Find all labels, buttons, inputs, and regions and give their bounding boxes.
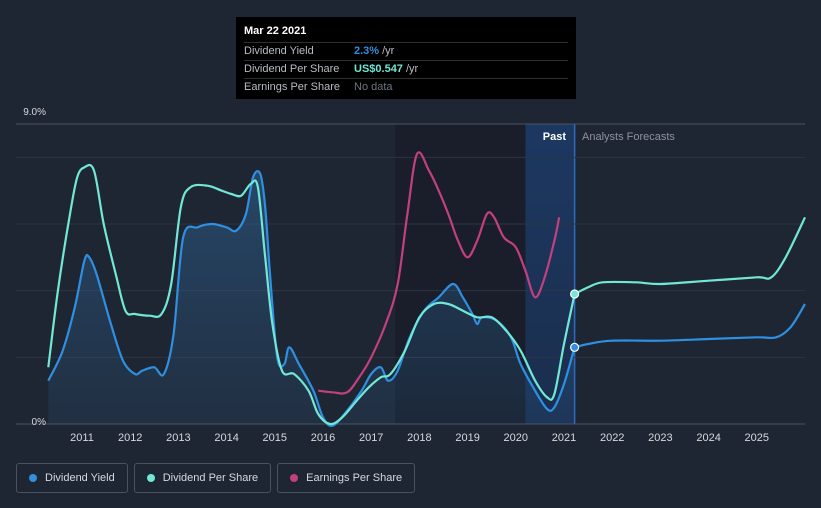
tooltip-row-dividend-yield: Dividend Yield 2.3% /yr [244,42,568,60]
tooltip-row-value: US$0.547 [354,63,403,75]
dividend-yield-area [48,171,575,426]
x-tick-label: 2017 [359,432,383,444]
tooltip-row-label: Dividend Yield [244,45,314,57]
x-tick-label: 2015 [263,432,287,444]
dividend-yield-point[interactable] [570,342,580,352]
earnings-per-share-line [318,151,561,395]
x-tick-label: 2013 [166,432,190,444]
tooltip-row-unit: /yr [405,63,419,75]
legend-dot-icon [29,474,37,482]
y-axis: 9.0% 0% [23,107,46,428]
dividend-per-share-line [47,163,576,426]
x-tick-label: 2019 [455,432,479,444]
tooltip-row-dividend-per-share: Dividend Per Share US$0.547 /yr [244,60,568,78]
legend-label: Dividend Yield [45,472,115,484]
dividend-per-share-forecast-line [574,216,806,295]
x-tick-label: 2011 [70,432,94,444]
x-tick-label: 2024 [696,432,720,444]
tooltip-row-earnings-per-share: Earnings Per Share No data [244,78,568,96]
tooltip: Mar 22 2021 Dividend Yield 2.3% /yr Divi… [236,17,576,99]
x-tick-label: 2023 [648,432,672,444]
legend-item-earnings-per-share[interactable]: Earnings Per Share [277,463,416,493]
x-tick-label: 2012 [118,432,142,444]
tooltip-row-label: Dividend Per Share [244,63,340,75]
legend-label: Earnings Per Share [306,472,403,484]
x-tick-label: 2020 [504,432,528,444]
past-label: Past [543,131,567,143]
dividend-per-share-point[interactable] [570,289,580,299]
y-tick-label: 9.0% [23,107,46,118]
legend-dot-icon [290,474,299,482]
x-tick-label: 2022 [600,432,624,444]
dividend-yield-line [47,170,576,427]
tooltip-row-value: 2.3% [354,45,380,57]
tooltip-row-unit: /yr [382,45,395,57]
legend-dot-icon [146,474,155,482]
dividend-chart: 2011 2012 2013 2014 2015 2016 2017 2018 2019 2020… [16,107,806,444]
dividend-yield-forecast-line [574,303,806,349]
x-tick-label: 2018 [407,432,431,444]
y-tick-label: 0% [32,417,47,428]
legend-label: Dividend Per Share [162,472,259,484]
x-axis: 2011 2012 2013 2014 2015 2016 2017 2018 2019 2020… [70,432,769,444]
tooltip-date: Mar 22 2021 [244,25,307,37]
x-tick-label: 2025 [745,432,769,444]
legend-item-dividend-yield[interactable]: Dividend Yield [16,463,128,493]
forecast-label: Analysts Forecasts [582,131,675,143]
x-tick-label: 2014 [214,432,238,444]
x-tick-label: 2021 [552,432,576,444]
tooltip-row-label: Earnings Per Share [244,81,340,93]
legend: Dividend Yield Dividend Per Share Earnin… [16,463,421,493]
tooltip-row-value: No data [354,81,393,93]
legend-item-dividend-per-share[interactable]: Dividend Per Share [133,463,272,493]
x-tick-label: 2016 [311,432,335,444]
